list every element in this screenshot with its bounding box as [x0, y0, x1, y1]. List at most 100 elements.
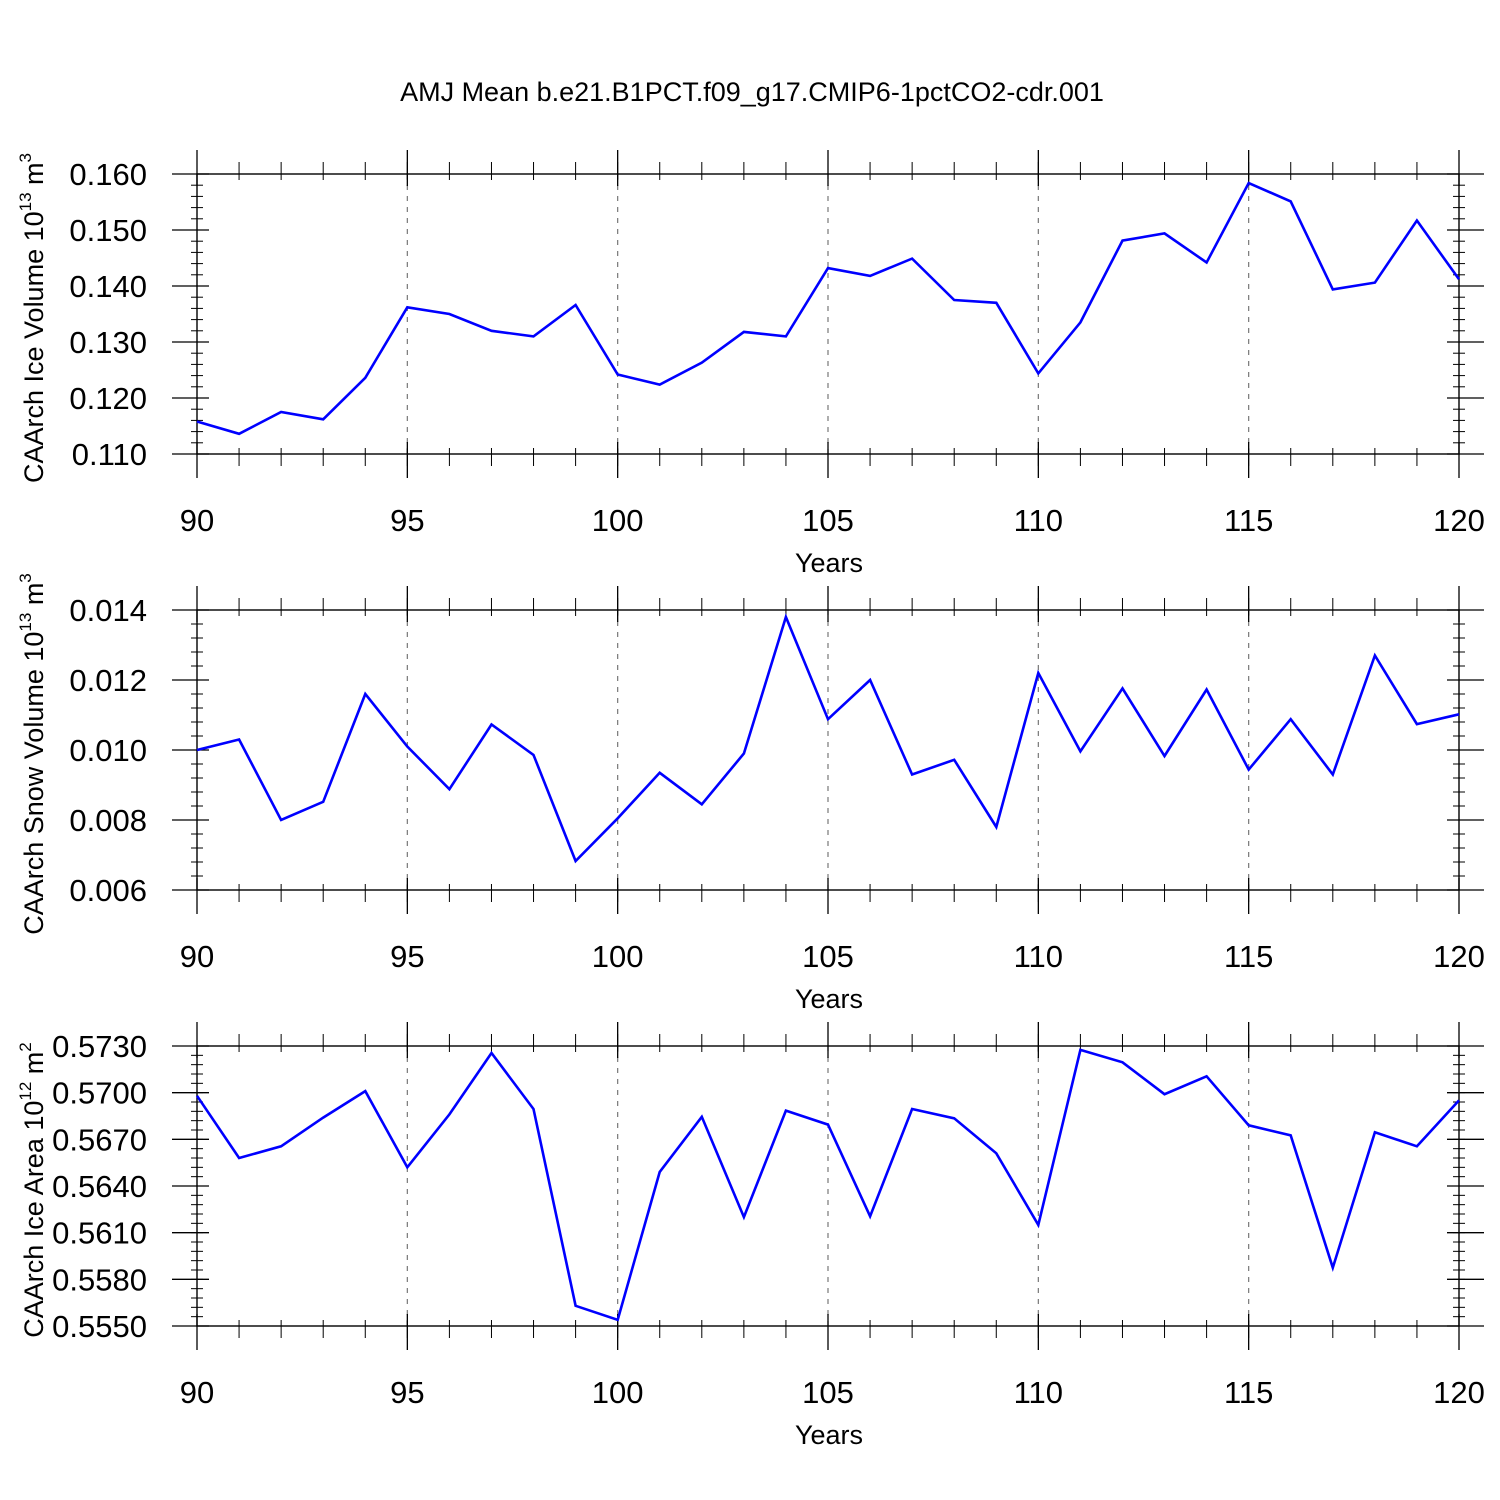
x-tick-label: 90: [180, 503, 214, 538]
data-point: [701, 803, 703, 805]
y-tick-label: 0.160: [69, 157, 147, 192]
y-tick-label: 0.5580: [52, 1262, 147, 1297]
y-tick-label: 0.150: [69, 213, 147, 248]
data-point: [1247, 182, 1249, 184]
panel-3: 90 95 100 105 110 115 120 0.5550 0.5580 0.5610 0.5…: [16, 1022, 1485, 1450]
x-axis-label: Years: [795, 548, 863, 578]
y-tick-label: 0.5550: [52, 1309, 147, 1344]
data-point: [827, 1123, 829, 1125]
x-tick-label: 105: [802, 1375, 854, 1410]
data-point: [238, 1157, 240, 1159]
data-point: [953, 759, 955, 761]
data-point: [911, 773, 913, 775]
x-axis-label: Years: [795, 1420, 863, 1450]
series-line: [195, 1048, 1460, 1322]
data-point: [1458, 713, 1460, 715]
x-tick-label: 100: [592, 1375, 644, 1410]
data-point: [1374, 281, 1376, 283]
x-tick-label: 110: [1014, 1375, 1063, 1410]
data-point: [280, 1145, 282, 1147]
data-point: [1037, 672, 1039, 674]
x-tick-label: 115: [1224, 503, 1273, 538]
x-tick-label: 105: [802, 939, 854, 974]
data-point: [701, 1116, 703, 1118]
x-tick-label: 120: [1433, 503, 1485, 538]
data-point: [869, 275, 871, 277]
panel-1: 90 95 100 105 110 115 120 0.110 0.120 0.130 0.140 0…: [16, 150, 1485, 578]
data-point: [1205, 688, 1207, 690]
x-tick-label: 120: [1433, 1375, 1485, 1410]
data-point: [701, 362, 703, 364]
data-point: [280, 819, 282, 821]
data-point: [196, 420, 198, 422]
y-tick-label: 0.5670: [52, 1122, 147, 1157]
y-tick-label: 0.010: [69, 733, 147, 768]
data-point: [196, 749, 198, 751]
y-tick-label: 0.5700: [52, 1076, 147, 1111]
data-point: [406, 745, 408, 747]
data-point: [1247, 768, 1249, 770]
data-point: [322, 801, 324, 803]
x-tick-label: 90: [180, 1375, 214, 1410]
x-tick-label: 120: [1433, 939, 1485, 974]
data-point: [827, 718, 829, 720]
x-tick-label: 95: [390, 503, 424, 538]
y-tick-label: 0.5610: [52, 1216, 147, 1251]
y-axis-label: CAArch Ice Volume 1013 m3: [16, 153, 49, 483]
data-point: [532, 335, 534, 337]
data-point: [1163, 232, 1165, 234]
x-tick-label: 95: [390, 1375, 424, 1410]
data-point: [1121, 239, 1123, 241]
data-point: [448, 1113, 450, 1115]
data-point: [911, 1108, 913, 1110]
series-line: [196, 613, 1460, 864]
y-tick-label: 0.008: [69, 803, 147, 838]
data-point: [743, 752, 745, 754]
panels: 90 95 100 105 110 115 120 0.110 0.120 0.130 0.140 0…: [16, 150, 1485, 1450]
data-point: [364, 1090, 366, 1092]
plot-frame: [196, 609, 1460, 891]
data-point: [616, 1319, 618, 1321]
data-point: [1205, 1075, 1207, 1077]
data-point: [364, 377, 366, 379]
data-point: [532, 1108, 534, 1110]
data-point: [616, 373, 618, 375]
plot-frame: [196, 173, 1460, 455]
data-point: [490, 1052, 492, 1054]
data-point: [659, 1171, 661, 1173]
data-point: [574, 860, 576, 862]
x-tick-label: 115: [1224, 939, 1273, 974]
data-point: [1290, 200, 1292, 202]
x-tick-label: 110: [1014, 939, 1063, 974]
data-point: [785, 1109, 787, 1111]
data-point: [1458, 1099, 1460, 1101]
y-axis-label: CAArch Snow Volume 1013 m3: [16, 573, 49, 935]
x-tick-label: 115: [1224, 1375, 1273, 1410]
y-tick-label: 0.006: [69, 873, 147, 908]
data-point: [785, 335, 787, 337]
data-point: [1163, 755, 1165, 757]
data-point: [574, 304, 576, 306]
data-point: [1416, 1145, 1418, 1147]
data-point: [238, 433, 240, 435]
data-point: [1374, 654, 1376, 656]
data-point: [616, 817, 618, 819]
y-tick-label: 0.014: [69, 593, 147, 628]
data-point: [995, 302, 997, 304]
data-point: [490, 330, 492, 332]
data-point: [574, 1305, 576, 1307]
data-point: [490, 723, 492, 725]
panel-2: 90 95 100 105 110 115 120 0.006 0.008 0.010 0.012 0…: [16, 573, 1485, 1014]
data-point: [1458, 278, 1460, 280]
data-point: [659, 383, 661, 385]
data-point: [743, 331, 745, 333]
data-point: [1121, 687, 1123, 689]
data-point: [869, 679, 871, 681]
data-point: [1079, 750, 1081, 752]
y-tick-label: 0.130: [69, 325, 147, 360]
data-point: [1163, 1093, 1165, 1095]
y-tick-label: 0.5730: [52, 1029, 147, 1064]
data-point: [827, 267, 829, 269]
data-point: [1416, 219, 1418, 221]
y-tick-label: 0.012: [69, 663, 147, 698]
